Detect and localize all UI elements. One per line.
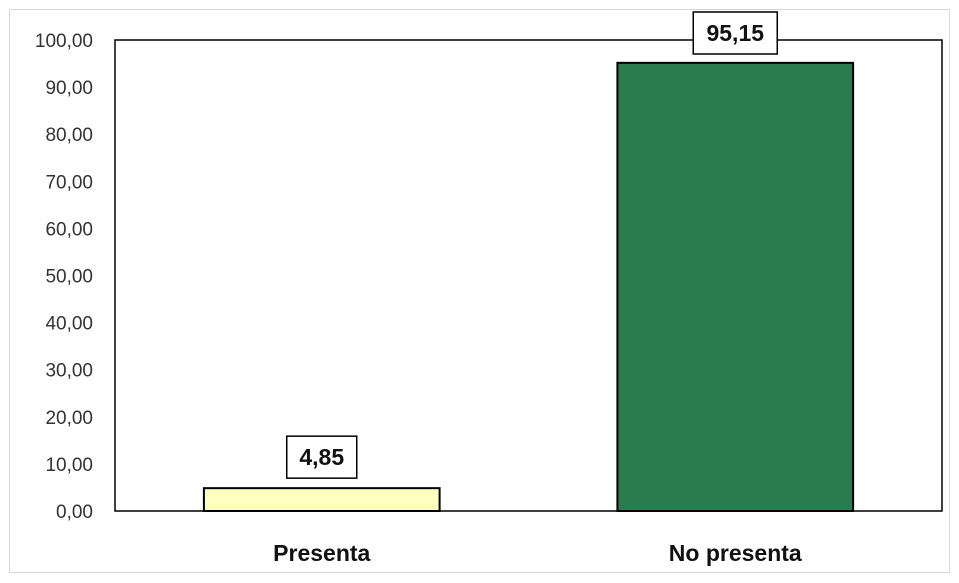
y-axis: 0,00 10,00 20,00 30,00 40,00 50,00 60,00 70,00 8… (35, 31, 93, 523)
x-category-label: No presenta (669, 540, 802, 566)
bar-1 (202, 487, 441, 512)
data-label: 95,15 (706, 20, 764, 46)
bar-2 (616, 61, 855, 512)
data-label-box (286, 435, 358, 479)
data-labels: 4,85 95,15 (286, 11, 778, 479)
y-tick-label: 20,00 (45, 408, 93, 429)
data-label: 4,85 (299, 444, 344, 470)
y-tick-label: 60,00 (45, 219, 93, 240)
y-tick-label: 50,00 (45, 267, 93, 288)
x-category-label: Presenta (273, 540, 370, 566)
x-axis: Presenta No presenta (273, 540, 802, 566)
plot-area (114, 39, 943, 512)
y-tick-label: 40,00 (45, 314, 93, 335)
y-tick-label: 30,00 (45, 361, 93, 382)
y-tick-label: 80,00 (45, 125, 93, 146)
data-label-box (692, 11, 778, 55)
y-tick-label: 100,00 (35, 31, 93, 52)
bars (202, 61, 855, 512)
y-tick-label: 10,00 (45, 455, 93, 476)
y-tick-label: 0,00 (56, 502, 93, 523)
y-tick-label: 90,00 (45, 78, 93, 99)
y-tick-label: 70,00 (45, 172, 93, 193)
